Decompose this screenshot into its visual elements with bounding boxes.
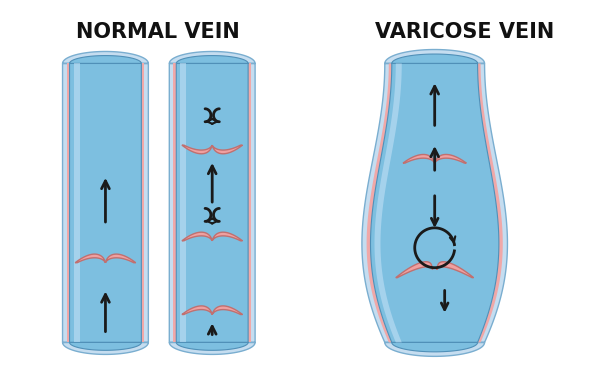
Polygon shape (70, 56, 142, 350)
Polygon shape (67, 63, 70, 342)
Polygon shape (173, 63, 176, 342)
Text: NORMAL VEIN: NORMAL VEIN (76, 22, 240, 41)
Polygon shape (74, 63, 80, 342)
Polygon shape (182, 306, 212, 314)
Polygon shape (212, 145, 242, 154)
Polygon shape (371, 54, 499, 352)
Polygon shape (180, 63, 186, 342)
Polygon shape (75, 254, 106, 263)
Polygon shape (396, 262, 433, 278)
Polygon shape (182, 232, 212, 241)
Polygon shape (248, 63, 251, 342)
Polygon shape (437, 262, 473, 278)
Text: VARICOSE VEIN: VARICOSE VEIN (375, 22, 554, 41)
Polygon shape (212, 232, 242, 241)
Polygon shape (362, 50, 508, 356)
Polygon shape (478, 63, 503, 342)
Polygon shape (374, 63, 402, 342)
Polygon shape (169, 51, 255, 354)
Polygon shape (182, 145, 212, 154)
Polygon shape (367, 63, 392, 342)
Polygon shape (434, 154, 466, 163)
Polygon shape (62, 51, 148, 354)
Polygon shape (106, 254, 136, 263)
Polygon shape (212, 306, 242, 314)
Polygon shape (176, 56, 248, 350)
Polygon shape (403, 154, 434, 163)
Polygon shape (142, 63, 145, 342)
